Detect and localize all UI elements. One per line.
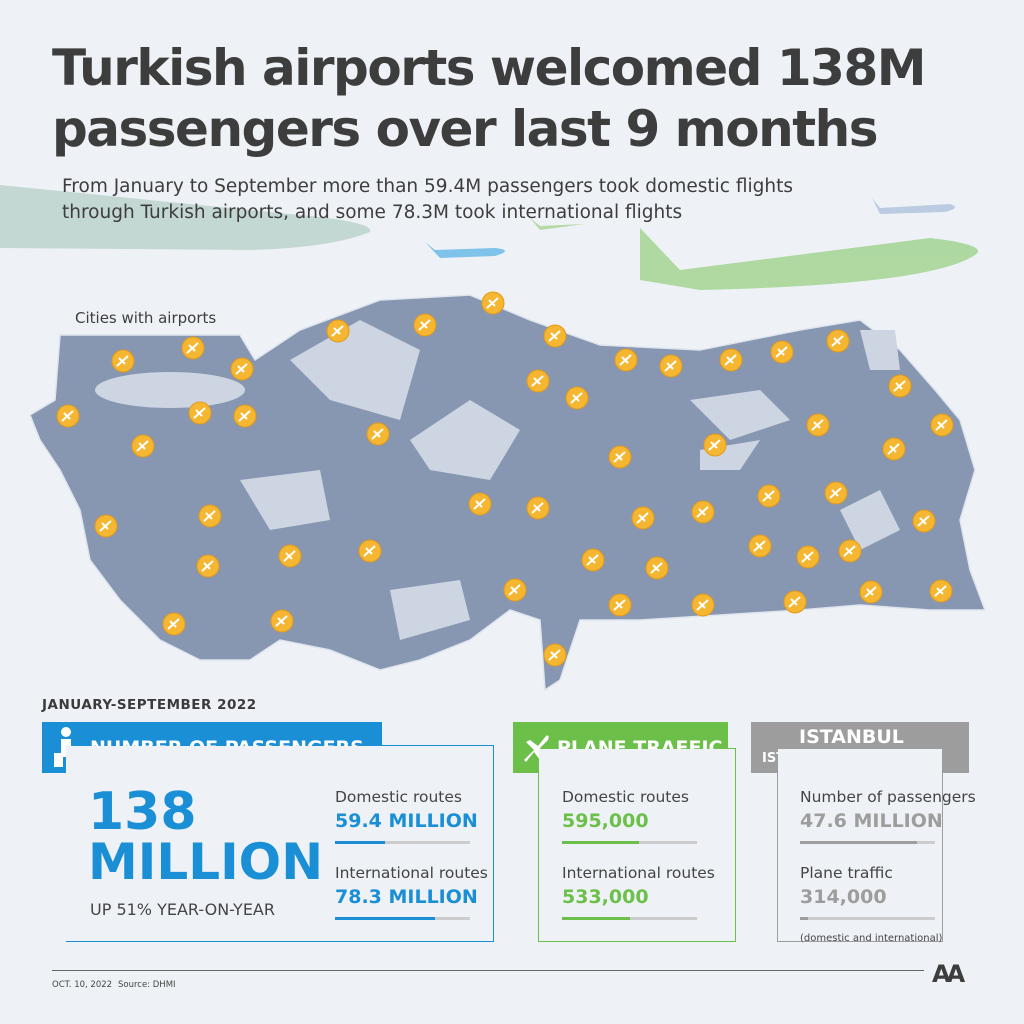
airport-plane: [570, 392, 583, 404]
row-value: 59.4 MILLION: [335, 810, 478, 832]
airport-plane: [619, 354, 632, 366]
airport-plane: [235, 363, 248, 375]
row-label: Domestic routes: [562, 788, 689, 806]
airport-plane: [371, 428, 384, 440]
row-bar: [800, 841, 935, 844]
airport-plane: [934, 585, 947, 597]
airport-plane: [61, 410, 74, 422]
row-label: Number of passengers: [800, 788, 976, 806]
turkey-map: [29, 294, 987, 692]
row-bar-fill: [335, 841, 385, 844]
total-number: 138: [88, 782, 197, 842]
footer-date: OCT. 10, 2022: [52, 980, 113, 990]
airport-plane: [788, 596, 801, 608]
row-value: 314,000: [800, 886, 887, 908]
airport-plane: [811, 419, 824, 431]
airport-plane: [167, 618, 180, 630]
row-value: 533,000: [562, 886, 649, 908]
row-label: International routes: [335, 864, 488, 882]
airport-plane: [664, 360, 677, 372]
airport-plane: [650, 562, 663, 574]
airport-plane: [363, 545, 376, 557]
airport-plane: [548, 649, 561, 661]
row-value: 595,000: [562, 810, 649, 832]
title: Turkish airports welcomed 138M passenger…: [52, 39, 927, 158]
airport-plane: [917, 515, 930, 527]
total-unit: MILLION: [88, 833, 324, 891]
airport-plane: [801, 551, 814, 563]
map-area: Cities with airports: [0, 185, 987, 692]
airport-plane: [831, 335, 844, 347]
row-bar-fill: [562, 917, 630, 920]
period: JANUARY-SEPTEMBER 2022: [42, 697, 257, 713]
airport-plane: [473, 498, 486, 510]
airport-plane: [724, 354, 737, 366]
airport-plane: [238, 410, 251, 422]
airport-plane: [548, 330, 561, 342]
airport-plane: [136, 440, 149, 452]
airport-plane: [186, 342, 199, 354]
map-legend: Cities with airports: [75, 309, 216, 327]
airport-plane: [829, 487, 842, 499]
airport-plane: [531, 375, 544, 387]
airport-plane: [935, 419, 948, 431]
airport-plane: [275, 615, 288, 627]
airport-plane: [283, 550, 296, 562]
airport-plane: [696, 506, 709, 518]
row-label: International routes: [562, 864, 715, 882]
airport-plane: [116, 355, 129, 367]
airport-plane: [613, 599, 626, 611]
row-bar-fill: [800, 917, 809, 920]
airport-plane: [887, 443, 900, 455]
row-bar-fill: [800, 841, 918, 844]
plane-decoration: [0, 185, 978, 290]
airport-plane: [893, 380, 906, 392]
logo: AA: [932, 960, 965, 988]
footer-source: Source: DHMI: [118, 980, 176, 990]
footer-rule: [52, 970, 924, 971]
airport-plane: [508, 584, 521, 596]
airport-plane: [775, 346, 788, 358]
traffic-panel: [539, 749, 735, 941]
airport-plane: [331, 325, 344, 337]
row-bar: [335, 917, 470, 920]
airport-plane: [708, 439, 721, 451]
airport-plane: [586, 554, 599, 566]
airport-plane: [203, 510, 216, 522]
airport-plane: [418, 319, 431, 331]
row-value: 47.6 MILLION: [800, 810, 943, 832]
airport-plane: [864, 586, 877, 598]
airport-plane: [636, 512, 649, 524]
row-bar: [562, 841, 697, 844]
airport-plane: [843, 545, 856, 557]
row-bar-fill: [335, 917, 435, 920]
row-bar: [562, 917, 697, 920]
row-value: 78.3 MILLION: [335, 886, 478, 908]
row-bar: [335, 841, 470, 844]
airport-plane: [613, 451, 626, 463]
airport-plane: [762, 490, 775, 502]
airport-plane: [99, 520, 112, 532]
row-bar-fill: [562, 841, 639, 844]
row-label: Plane traffic: [800, 864, 893, 882]
ist-note: (domestic and international): [800, 933, 943, 944]
airport-plane: [531, 502, 544, 514]
subtitle: From January to September more than 59.4…: [62, 176, 793, 223]
change: UP 51% YEAR-ON-YEAR: [90, 900, 275, 919]
airport-plane: [696, 599, 709, 611]
ist-panel: [778, 749, 942, 941]
row-label: Domestic routes: [335, 788, 462, 806]
airport-plane: [201, 560, 214, 572]
airport-plane: [486, 297, 499, 309]
airport-plane: [193, 407, 206, 419]
row-bar: [800, 917, 935, 920]
airport-plane: [753, 540, 766, 552]
